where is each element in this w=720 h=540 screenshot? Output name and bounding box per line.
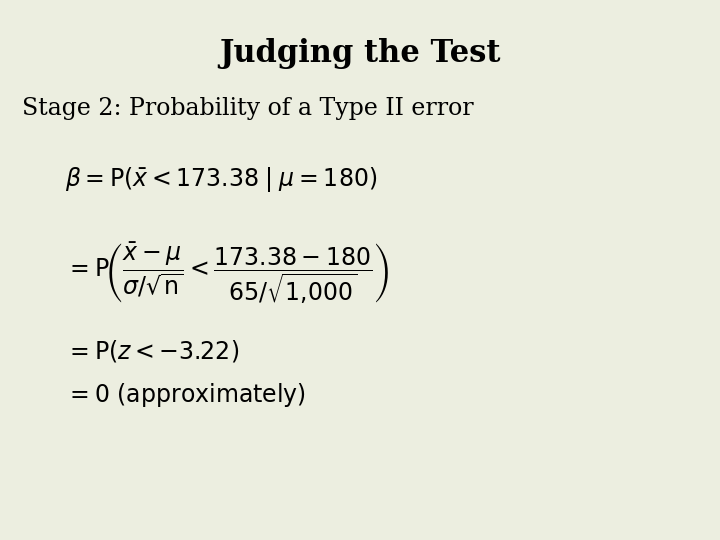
Text: $= 0\ \mathrm{(approximately)}$: $= 0\ \mathrm{(approximately)}$ [65,381,306,409]
Text: $= \mathrm{P}(z < -3.22)$: $= \mathrm{P}(z < -3.22)$ [65,338,239,363]
Text: $\beta = \mathrm{P}(\bar{x} < 173.38\;|\;\mu = 180)$: $\beta = \mathrm{P}(\bar{x} < 173.38\;|\… [65,165,377,194]
Text: $= \mathrm{P}\!\left(\dfrac{\bar{x} - \mu}{\sigma / \sqrt{\mathrm{n}}} < \dfrac{: $= \mathrm{P}\!\left(\dfrac{\bar{x} - \m… [65,240,389,306]
Text: Stage 2: Probability of a Type II error: Stage 2: Probability of a Type II error [22,97,473,120]
Text: Judging the Test: Judging the Test [220,38,500,69]
